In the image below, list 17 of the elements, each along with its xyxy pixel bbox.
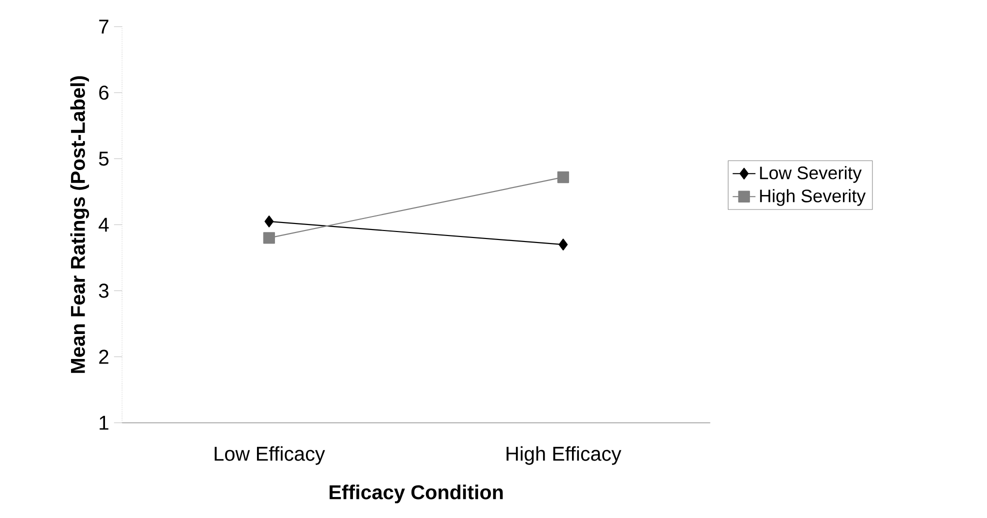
x-tick-label: High Efficacy (506, 446, 622, 466)
y-tick-label: 2 (99, 350, 108, 364)
y-tick-label: 6 (99, 86, 108, 100)
y-tick-label: 1 (100, 416, 108, 430)
y-tick-label: 3 (98, 284, 108, 298)
y-tick-label: 7 (99, 20, 108, 34)
y-tick-label: 5 (98, 152, 108, 166)
legend-label: Low Severity (760, 166, 862, 184)
y-axis-title: Mean Fear Ratings (Post-Label) (70, 76, 90, 374)
x-tick-label: Low Efficacy (214, 446, 326, 466)
point (558, 238, 568, 251)
point (263, 232, 275, 244)
y-tick-label: 4 (98, 218, 109, 232)
legend-label: High Severity (760, 189, 866, 206)
point (557, 172, 570, 184)
x-axis-title: Efficacy Condition (330, 484, 503, 504)
point (264, 216, 274, 228)
